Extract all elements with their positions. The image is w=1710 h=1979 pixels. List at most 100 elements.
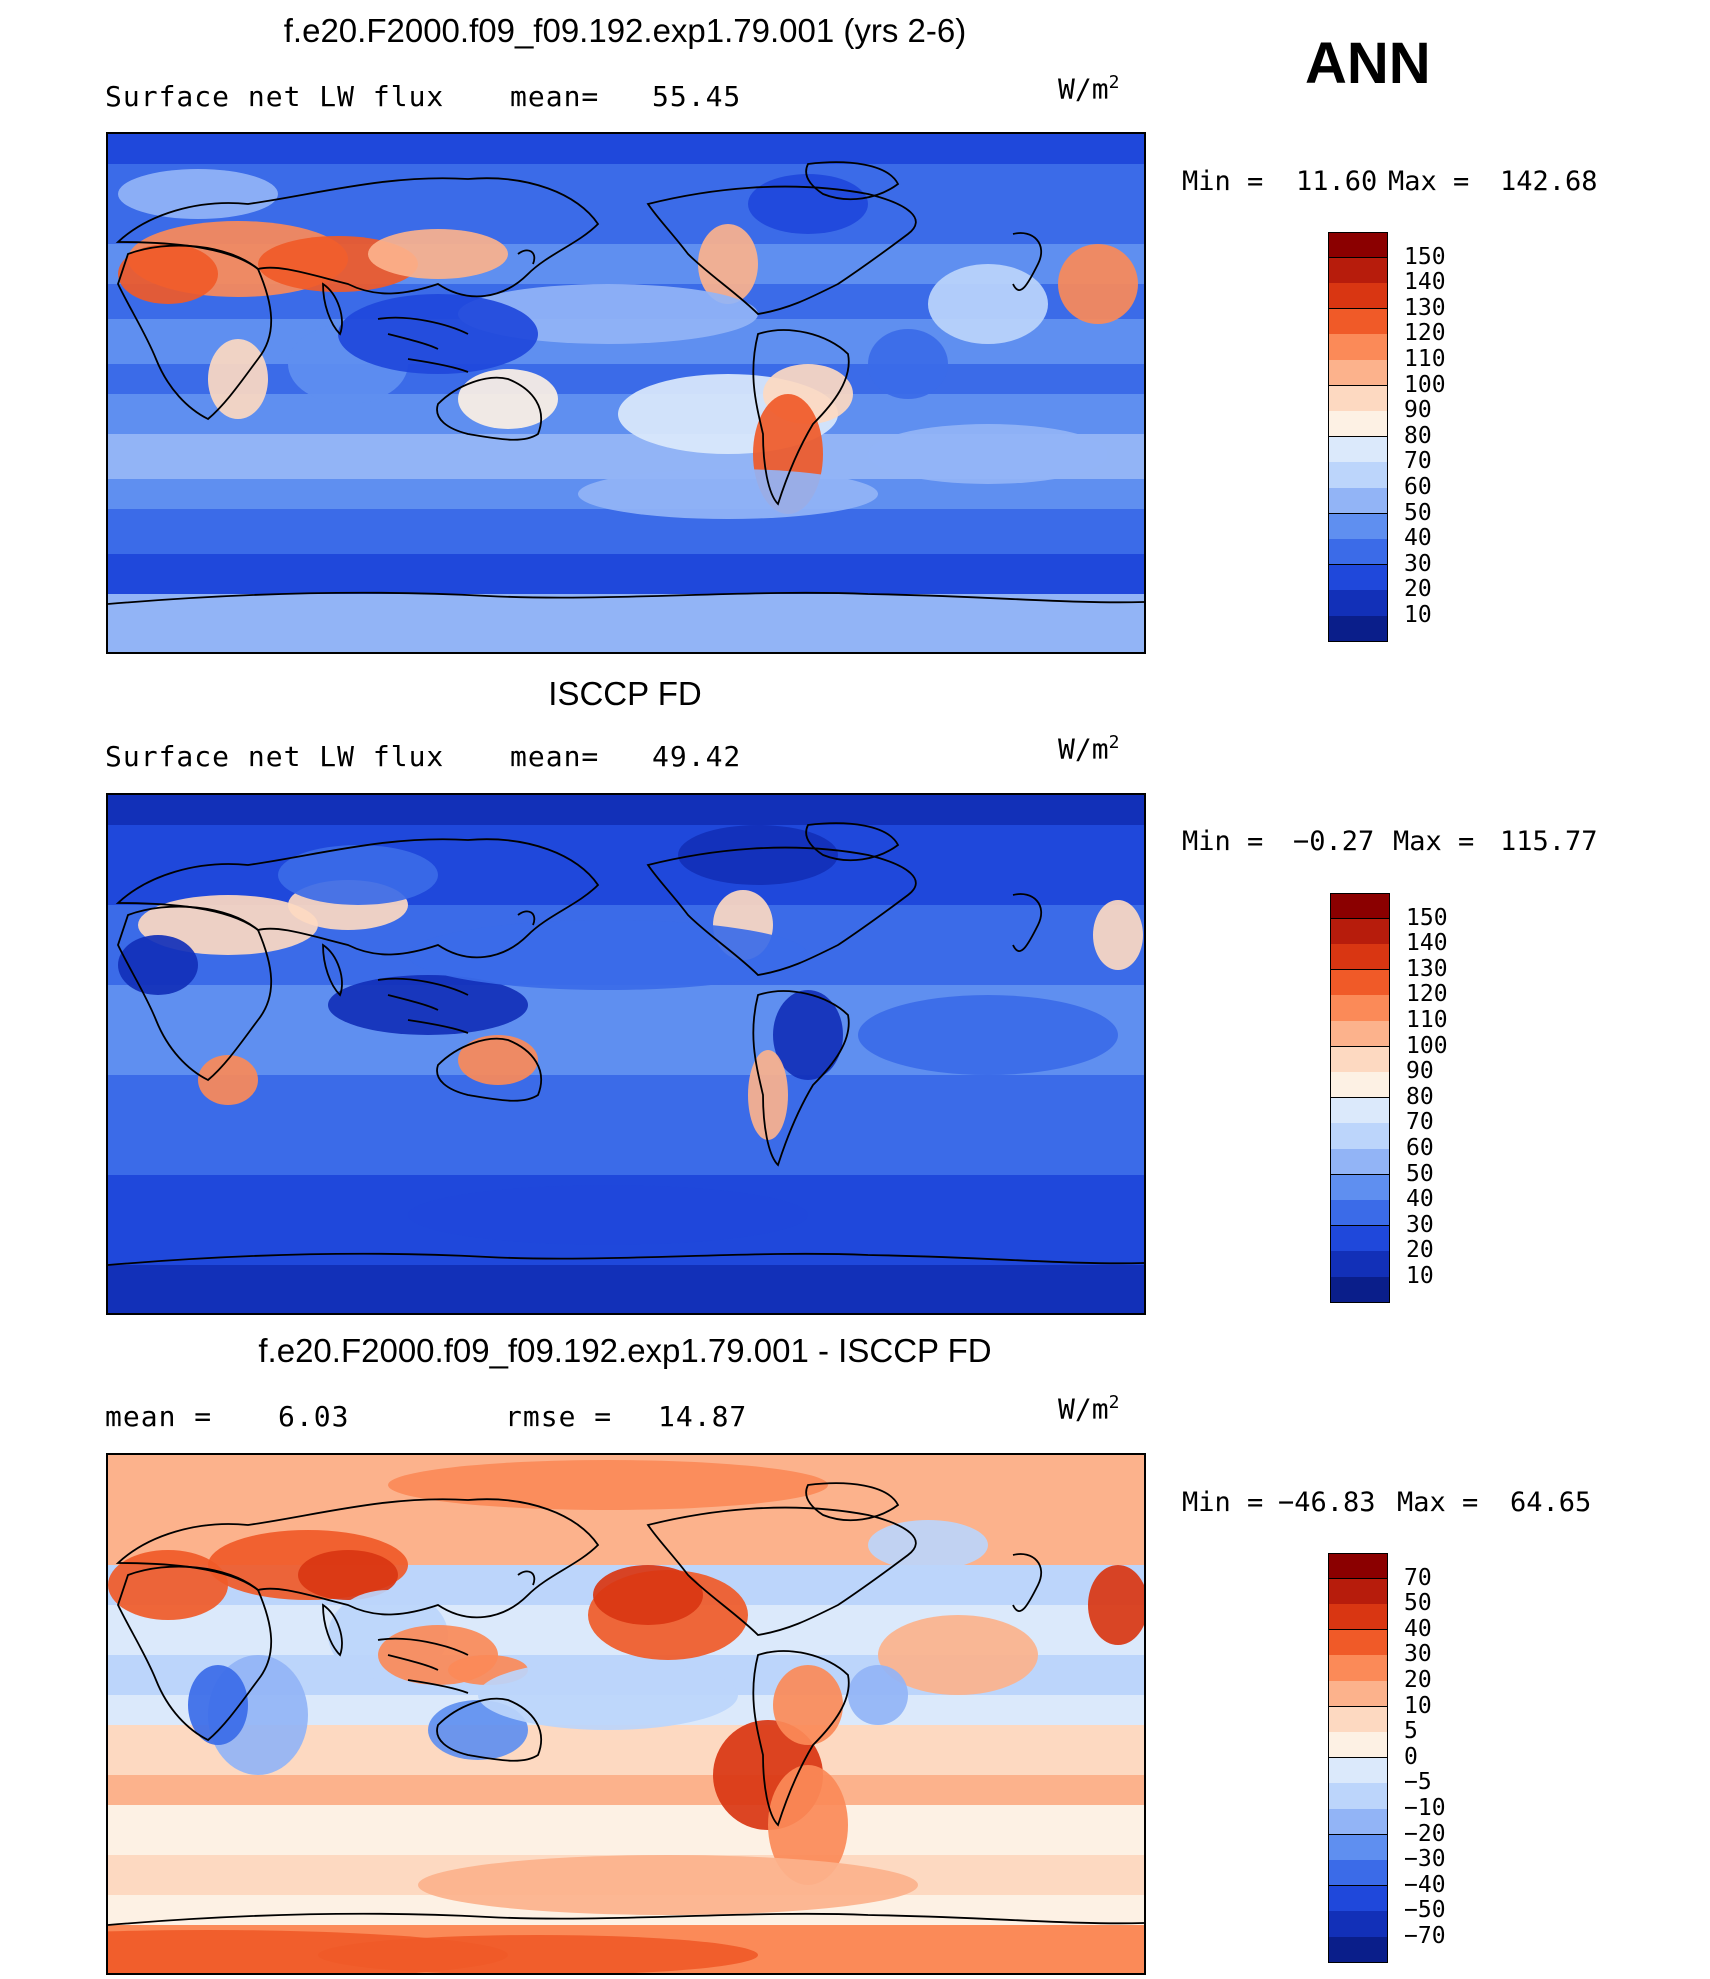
colorbar-tick-label: 90 bbox=[1406, 1058, 1434, 1085]
colorbar-tick-label: 20 bbox=[1406, 1237, 1434, 1264]
panel1-title: f.e20.F2000.f09_f09.192.exp1.79.001 (yrs… bbox=[283, 12, 967, 49]
contour-blob bbox=[1093, 900, 1143, 970]
colorbar-swatch bbox=[1328, 1655, 1388, 1682]
contour-blob bbox=[773, 1665, 843, 1745]
colorbar-tick-label: 40 bbox=[1404, 1615, 1432, 1642]
colorbar-tick-label: 120 bbox=[1406, 981, 1448, 1008]
colorbar-swatch bbox=[1328, 590, 1388, 617]
panel1-mean-label: mean= bbox=[510, 80, 600, 113]
panel3-min-label: Min = bbox=[1182, 1487, 1264, 1518]
zonal-band bbox=[108, 1805, 1144, 1855]
contour-blob bbox=[188, 1665, 248, 1745]
contour-blob bbox=[593, 1565, 703, 1625]
contour-blob bbox=[868, 329, 948, 399]
colorbar-frame bbox=[1330, 893, 1390, 1303]
colorbar-tick-label: 130 bbox=[1404, 294, 1446, 321]
coastline bbox=[377, 1637, 469, 1694]
contour-blob bbox=[1088, 1565, 1144, 1645]
panel1-mean-value: 55.45 bbox=[652, 80, 742, 113]
colorbar-tick-label: 100 bbox=[1404, 371, 1446, 398]
panel3-max-value: 64.65 bbox=[1510, 1487, 1592, 1518]
zonal-band bbox=[108, 554, 1144, 594]
panel2-title: ISCCP FD bbox=[548, 675, 702, 712]
panel1-min-value: 11.60 bbox=[1296, 166, 1378, 197]
coastline bbox=[517, 232, 1043, 291]
colorbar-swatch bbox=[1330, 1225, 1390, 1252]
panel1-max-value: 142.68 bbox=[1500, 166, 1598, 197]
colorbar-tick-label: 140 bbox=[1406, 930, 1448, 957]
colorbar-tick-label: 80 bbox=[1404, 422, 1432, 449]
colorbar-swatch bbox=[1328, 436, 1388, 463]
panel2-mean-label: mean= bbox=[510, 740, 600, 773]
zonal-band bbox=[108, 1265, 1144, 1313]
colorbar-tick-label: −70 bbox=[1404, 1923, 1446, 1949]
colorbar-frame bbox=[1328, 1553, 1388, 1963]
colorbar-tick-label: 70 bbox=[1404, 1564, 1432, 1591]
panel1-variable-label: Surface net LW flux bbox=[105, 80, 445, 113]
contour-blob bbox=[408, 1185, 808, 1245]
coastline bbox=[322, 1603, 343, 1657]
colorbar-tick-label: 50 bbox=[1406, 1160, 1434, 1187]
colorbar-tick-label: 100 bbox=[1406, 1032, 1448, 1059]
zonal-band bbox=[108, 1775, 1144, 1805]
panel3-map bbox=[106, 1453, 1146, 1975]
coastline bbox=[117, 905, 273, 1082]
coastline bbox=[322, 282, 343, 336]
contour-blob bbox=[418, 1855, 918, 1915]
colorbar-swatch bbox=[1330, 893, 1390, 920]
contour-blob bbox=[318, 1935, 758, 1973]
coastline bbox=[436, 376, 543, 441]
coastline bbox=[377, 977, 469, 1034]
coastline bbox=[517, 893, 1043, 952]
contour-blob bbox=[1058, 244, 1138, 324]
colorbar-tick-label: −30 bbox=[1404, 1846, 1446, 1873]
colorbar-tick-label: 110 bbox=[1404, 346, 1446, 372]
coastline bbox=[805, 822, 900, 862]
colorbar-tick-label: 60 bbox=[1406, 1135, 1434, 1161]
panel3-title: f.e20.F2000.f09_f09.192.exp1.79.001 - IS… bbox=[258, 1332, 992, 1369]
panel2-min-value: −0.27 bbox=[1293, 826, 1375, 857]
colorbar-swatch bbox=[1328, 1937, 1388, 1964]
coastline bbox=[805, 1482, 900, 1522]
zonal-band bbox=[108, 594, 1144, 652]
zonal-band bbox=[108, 1125, 1144, 1175]
colorbar-tick-label: 90 bbox=[1404, 397, 1432, 424]
zonal-band bbox=[108, 825, 1144, 905]
coastline bbox=[436, 1697, 543, 1762]
colorbar-tick-label: 60 bbox=[1404, 474, 1432, 500]
panel1-map bbox=[106, 132, 1146, 654]
panel3-mean-value: 6.03 bbox=[278, 1400, 350, 1433]
colorbar-swatch bbox=[1328, 1834, 1388, 1861]
season-label: ANN bbox=[1305, 31, 1431, 96]
contour-blob bbox=[458, 1035, 538, 1085]
colorbar-tick-label: 120 bbox=[1404, 320, 1446, 347]
colorbar-tick-label: −5 bbox=[1404, 1769, 1432, 1796]
panel2-min-label: Min = bbox=[1182, 826, 1264, 857]
contour-blob bbox=[678, 825, 838, 885]
colorbar-swatch bbox=[1328, 1681, 1388, 1708]
coastline bbox=[117, 244, 273, 421]
colorbar-swatch bbox=[1328, 360, 1388, 387]
colorbar-tick-label: 40 bbox=[1406, 1186, 1434, 1213]
panel3-rmse-value: 14.87 bbox=[658, 1400, 748, 1433]
contour-blob bbox=[298, 1550, 398, 1600]
colorbar-tick-label: 30 bbox=[1404, 1641, 1432, 1668]
coastline bbox=[752, 329, 850, 506]
contour-blob bbox=[748, 174, 868, 234]
colorbar-tick-label: 50 bbox=[1404, 499, 1432, 526]
contour-blob bbox=[388, 1460, 828, 1510]
contour-blob bbox=[408, 920, 808, 990]
zonal-band bbox=[108, 1075, 1144, 1125]
coastline bbox=[517, 1553, 1043, 1612]
colorbar-tick-label: −20 bbox=[1404, 1820, 1446, 1847]
panel3-max-label: Max = bbox=[1397, 1487, 1479, 1518]
coastline bbox=[752, 1650, 850, 1827]
colorbar-swatch bbox=[1330, 1174, 1390, 1201]
contour-blob bbox=[858, 995, 1118, 1075]
panel2-max-value: 115.77 bbox=[1500, 826, 1598, 857]
colorbar-tick-label: 20 bbox=[1404, 576, 1432, 603]
contour-blob bbox=[118, 169, 278, 219]
colorbar-tick-label: 20 bbox=[1404, 1667, 1432, 1693]
colorbar-tick-label: 130 bbox=[1406, 955, 1448, 982]
colorbar-tick-label: 140 bbox=[1404, 269, 1446, 296]
